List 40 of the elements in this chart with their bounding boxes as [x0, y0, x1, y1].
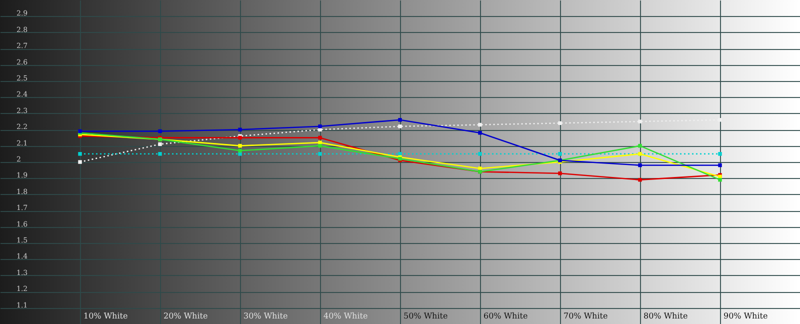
point — [558, 121, 562, 125]
point — [718, 163, 722, 168]
point — [158, 142, 162, 146]
x-tick-label: 20% White — [164, 312, 208, 320]
point — [238, 152, 242, 156]
point — [718, 152, 722, 156]
point — [478, 152, 482, 156]
point — [478, 130, 482, 135]
point — [478, 122, 482, 127]
point — [238, 128, 242, 132]
point — [318, 128, 322, 132]
point — [638, 144, 642, 148]
point — [78, 160, 82, 164]
point — [238, 148, 242, 153]
x-tick-label: 10% White — [84, 312, 128, 320]
point — [398, 152, 402, 156]
point — [158, 129, 162, 134]
x-tick-label: 60% White — [484, 312, 528, 320]
point — [638, 163, 642, 168]
x-tick-label: 40% White — [324, 312, 368, 320]
point — [398, 124, 402, 128]
point — [318, 144, 322, 148]
point — [238, 144, 242, 148]
point — [558, 171, 562, 176]
point — [478, 166, 482, 170]
point — [158, 152, 162, 156]
point — [318, 124, 322, 128]
x-tick-label: 70% White — [564, 312, 608, 320]
point — [398, 118, 402, 122]
point — [558, 152, 562, 156]
x-tick-label: 90% White — [724, 312, 768, 320]
x-tick-label: 80% White — [644, 312, 688, 320]
point — [318, 152, 322, 156]
point — [638, 178, 642, 182]
point — [78, 152, 82, 156]
point — [718, 178, 722, 182]
x-tick-label: 50% White — [404, 312, 448, 320]
point — [318, 136, 322, 140]
x-tick-label: 30% White — [244, 312, 288, 320]
point — [318, 140, 322, 144]
